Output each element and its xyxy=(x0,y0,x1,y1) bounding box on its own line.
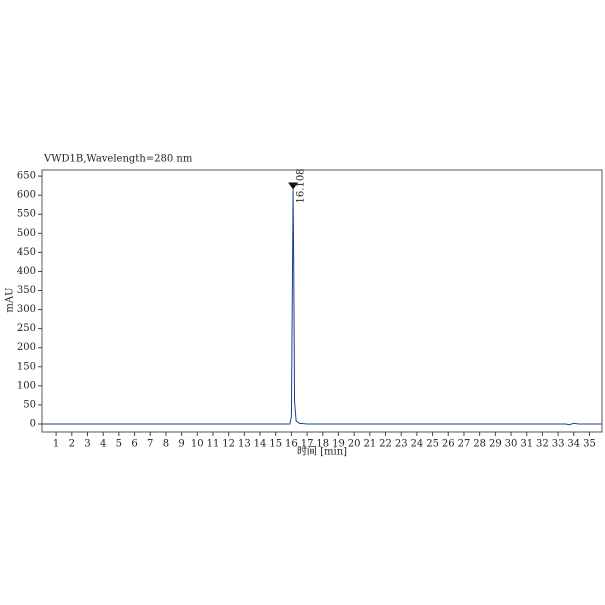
x-tick-label: 12 xyxy=(222,439,235,450)
x-tick-label: 31 xyxy=(520,439,533,450)
x-axis-label: 时间 [min] xyxy=(297,445,347,458)
x-tick-label: 7 xyxy=(147,439,153,450)
x-tick-label: 35 xyxy=(583,439,596,450)
x-tick-label: 13 xyxy=(238,439,251,450)
signal-line xyxy=(42,189,602,426)
x-tick-label: 5 xyxy=(116,439,122,450)
y-tick-label: 350 xyxy=(17,285,36,296)
x-tick-label: 16 xyxy=(285,439,298,450)
x-tick-label: 30 xyxy=(505,439,518,450)
x-tick-label: 24 xyxy=(411,439,424,450)
x-tick-label: 9 xyxy=(178,439,184,450)
x-tick-label: 6 xyxy=(131,439,137,450)
y-tick-label: 550 xyxy=(17,209,36,220)
x-tick-label: 10 xyxy=(191,439,204,450)
x-tick-label: 26 xyxy=(442,439,455,450)
y-tick-label: 200 xyxy=(17,342,36,353)
x-tick-label: 1 xyxy=(53,439,59,450)
x-tick-label: 2 xyxy=(69,439,75,450)
x-tick-label: 34 xyxy=(567,439,580,450)
x-tick-label: 17 xyxy=(301,439,314,450)
y-tick-label: 300 xyxy=(17,304,36,315)
x-tick-label: 20 xyxy=(348,439,361,450)
peak-label: 16.108 xyxy=(296,168,307,203)
y-tick-label: 600 xyxy=(17,190,36,201)
x-tick-label: 29 xyxy=(489,439,502,450)
y-tick-label: 400 xyxy=(17,266,36,277)
x-tick-label: 15 xyxy=(269,439,282,450)
x-tick-label: 19 xyxy=(332,439,345,450)
x-tick-label: 27 xyxy=(458,439,471,450)
y-tick-label: 500 xyxy=(17,228,36,239)
x-tick-label: 4 xyxy=(100,439,106,450)
y-tick-label: 100 xyxy=(17,380,36,391)
chart-title: VWD1B,Wavelength=280 nm xyxy=(43,154,193,165)
y-tick-label: 50 xyxy=(23,399,36,410)
x-tick-label: 33 xyxy=(552,439,565,450)
x-tick-label: 28 xyxy=(473,439,486,450)
x-tick-label: 32 xyxy=(536,439,549,450)
x-tick-label: 23 xyxy=(395,439,408,450)
y-tick-label: 450 xyxy=(17,247,36,258)
x-tick-label: 21 xyxy=(363,439,376,450)
y-tick-label: 650 xyxy=(17,171,36,182)
y-tick-label: 0 xyxy=(30,418,36,429)
x-tick-label: 18 xyxy=(316,439,329,450)
x-tick-label: 25 xyxy=(426,439,439,450)
peak-marker xyxy=(288,182,299,190)
x-tick-label: 11 xyxy=(207,439,220,450)
x-tick-label: 3 xyxy=(84,439,90,450)
y-tick-label: 150 xyxy=(17,361,36,372)
x-tick-label: 14 xyxy=(254,439,267,450)
x-tick-label: 8 xyxy=(163,439,169,450)
y-tick-label: 250 xyxy=(17,323,36,334)
x-tick-label: 22 xyxy=(379,439,392,450)
plot-frame xyxy=(41,169,603,433)
y-axis-label: mAU xyxy=(5,287,16,312)
